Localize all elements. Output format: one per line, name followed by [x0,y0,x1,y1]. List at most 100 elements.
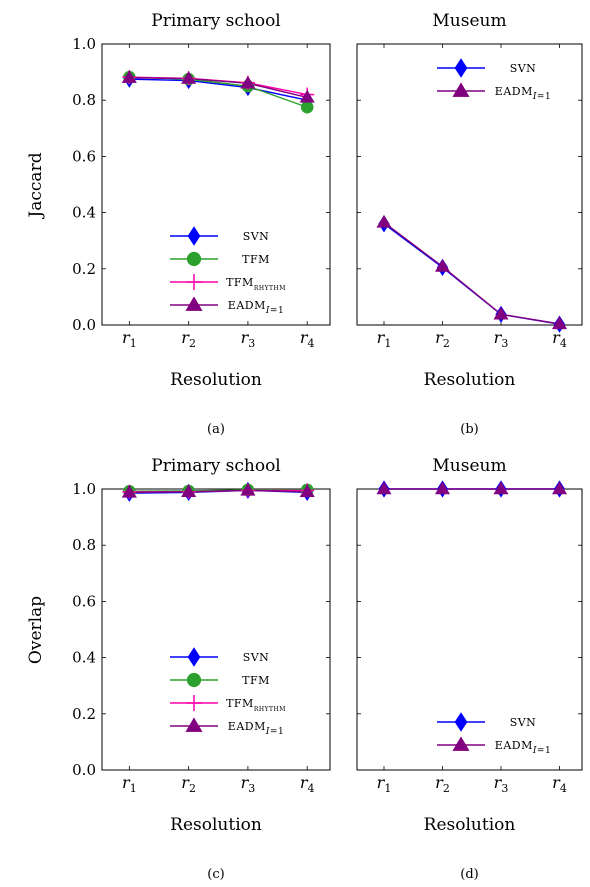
x-tick-label: r4 [552,328,567,350]
y-tick-label: 0.2 [72,705,96,723]
legend-marker [186,672,202,688]
panel-caption: (a) [207,422,225,437]
x-axis-label: Resolution [170,815,262,835]
series-line [129,489,308,494]
y-tick-label: 0.6 [72,147,96,165]
series-eadm-i-1 [129,77,308,99]
legend-label: EADMI=1 [228,720,284,737]
legend-label: TFM [242,674,270,687]
y-tick-label: 0.8 [72,536,96,554]
chart-panel-1: 0.0 0.2 0.4 0.6 0.8 1.0 r1 r2 r3 r4 Primary school… [72,11,331,437]
panel-caption: (c) [207,867,224,882]
y-tick-label: 1.0 [72,480,96,498]
ylabel-jaccard: Jaccard [26,152,46,219]
series-svn [383,223,560,325]
data-point [551,481,568,495]
x-tick-label: r2 [181,773,196,795]
legend-marker [186,251,202,267]
legend-label: TFMrhythm [226,276,286,293]
plot-frame [101,488,331,771]
legend-marker [186,695,202,711]
legend-label: SVN [510,62,537,75]
legend-marker [185,717,203,732]
data-point [121,70,137,83]
y-tick-label: 0.2 [72,260,96,278]
legend-marker [185,296,203,311]
series-line [383,223,560,325]
x-tick-label: r2 [181,328,196,350]
legend: SVN TFM TFMrhythm EADMI=1 [170,230,286,316]
legend-label: EADMI=1 [495,739,551,756]
series-eadm-i-1 [383,221,560,325]
data-point [299,484,315,498]
x-tick-label: r4 [300,773,315,795]
ylabel-overlap: Overlap [26,596,46,664]
plot-frame [101,43,331,326]
chart-title: Primary school [151,456,281,476]
y-tick-label: 1.0 [72,35,96,53]
data-point [493,306,509,320]
series-line [129,76,308,108]
data-point [434,481,451,495]
chart-title: Primary school [151,11,281,31]
legend-marker [454,58,468,78]
chart-panel-2: r1 r2 r3 r4 Museum Resolution (b) SVN EADMI=1 [356,11,583,437]
panel-caption: (b) [460,422,478,437]
legend: SVN TFM TFMrhythm EADMI=1 [170,651,286,737]
legend-label: EADMI=1 [495,85,551,102]
data-point [240,75,256,89]
x-tick-label: r3 [494,773,509,795]
chart-panel-3: 0.0 0.2 0.4 0.6 0.8 1.0 r1 r2 r3 r4 Primary school… [72,456,331,882]
data-point [181,70,197,84]
legend-marker [452,82,470,97]
data-point [376,481,392,495]
x-tick-label: r1 [122,773,137,795]
data-point [376,214,392,228]
legend-label: SVN [243,230,270,243]
x-tick-label: r4 [300,328,315,350]
series-line [383,221,560,325]
y-tick-label: 0.4 [72,649,96,667]
x-axis-label: Resolution [424,815,516,835]
y-tick-label: 0.6 [72,592,96,610]
legend-marker [454,712,468,732]
data-point [299,89,315,103]
x-tick-label: r2 [435,773,450,795]
chart-panel-4: r1 r2 r3 r4 Museum Resolution (d) SVN EADMI=1 [356,456,583,882]
series-line [129,78,308,101]
x-axis-label: Resolution [424,370,516,390]
panel-caption: (d) [460,867,478,882]
series-line [129,77,308,99]
legend-marker [452,736,470,751]
data-point [551,316,568,330]
data-point [493,481,509,495]
legend-label: SVN [510,716,537,729]
legend-marker [187,647,201,667]
x-axis-label: Resolution [170,370,262,390]
series-svn [129,78,308,101]
series-eadm-i-1 [129,489,308,494]
plot-frame [356,488,583,771]
x-tick-label: r3 [241,328,256,350]
plot-frame [356,43,583,326]
x-tick-label: r3 [494,328,509,350]
y-tick-label: 0.0 [72,761,96,779]
data-point [181,484,197,498]
data-point [121,484,137,498]
y-tick-label: 0.4 [72,204,96,222]
legend-label: TFMrhythm [226,697,286,714]
legend-label: EADMI=1 [228,299,284,316]
x-tick-label: r1 [377,773,392,795]
legend-marker [187,226,201,246]
x-tick-label: r3 [241,773,256,795]
data-point [300,100,314,114]
legend-label: TFM [242,253,270,266]
x-tick-label: r1 [377,328,392,350]
y-tick-label: 0.0 [72,316,96,334]
series-tfm [129,76,308,108]
chart-title: Museum [432,456,506,476]
data-point [434,258,451,272]
x-tick-label: r1 [122,328,137,350]
data-point [240,482,256,496]
